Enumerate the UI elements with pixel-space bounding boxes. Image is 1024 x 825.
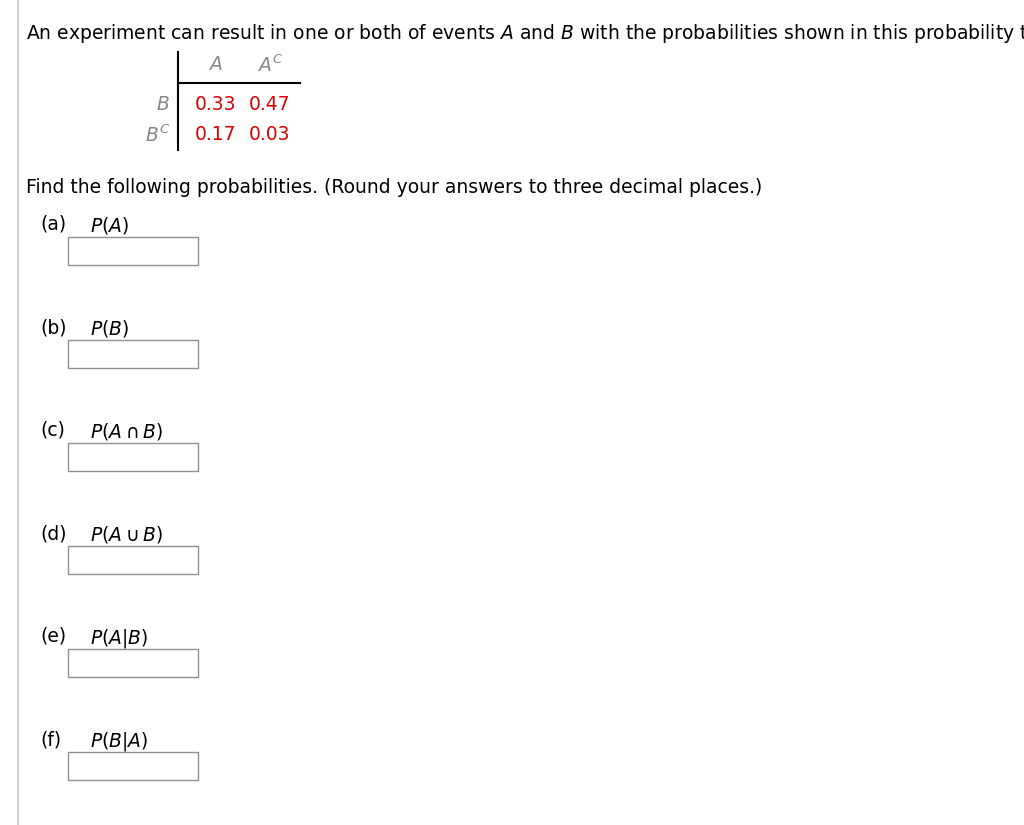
Text: $A^C$: $A^C$ [257,54,283,76]
Text: (a): (a) [40,215,67,234]
Text: 0.47: 0.47 [249,96,291,115]
Text: (c): (c) [40,421,65,440]
Text: $P(B)$: $P(B)$ [90,318,129,339]
Text: $A$: $A$ [208,55,222,74]
Bar [68,443,198,471]
Text: An experiment can result in one or both of events $A$ and $B$ with the probabili: An experiment can result in one or both … [26,22,1024,45]
Text: $P(A|B)$: $P(A|B)$ [90,627,148,650]
Text: 0.17: 0.17 [195,125,236,144]
Text: 0.03: 0.03 [249,125,291,144]
Bar [68,340,198,368]
Text: (b): (b) [40,318,67,337]
Text: 0.33: 0.33 [195,96,236,115]
Text: $B^C$: $B^C$ [144,125,170,146]
Text: $B$: $B$ [157,96,170,115]
Text: (d): (d) [40,524,67,543]
Text: $P(A \cap B)$: $P(A \cap B)$ [90,421,163,442]
Text: $P(A)$: $P(A)$ [90,215,129,236]
Bar [68,237,198,265]
Bar [68,649,198,677]
Bar [68,546,198,574]
Text: Find the following probabilities. (Round your answers to three decimal places.): Find the following probabilities. (Round… [26,178,762,197]
Text: (f): (f) [40,730,61,749]
Text: $P(B|A)$: $P(B|A)$ [90,730,148,753]
Bar [68,752,198,780]
Text: (e): (e) [40,627,67,646]
Text: $P(A \cup B)$: $P(A \cup B)$ [90,524,163,545]
